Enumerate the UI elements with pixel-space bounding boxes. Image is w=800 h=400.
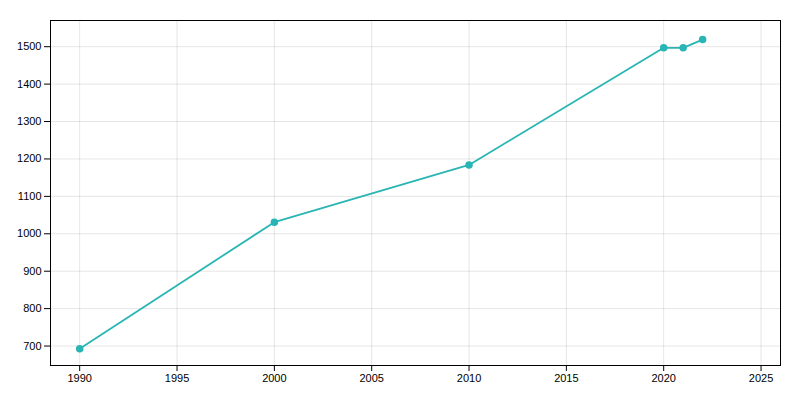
svg-text:2020: 2020 <box>651 372 675 384</box>
svg-text:1200: 1200 <box>17 152 41 164</box>
svg-text:800: 800 <box>23 302 41 314</box>
svg-text:1500: 1500 <box>17 40 41 52</box>
svg-text:1300: 1300 <box>17 115 41 127</box>
svg-text:700: 700 <box>23 340 41 352</box>
svg-text:1400: 1400 <box>17 78 41 90</box>
svg-text:2005: 2005 <box>359 372 383 384</box>
svg-text:2025: 2025 <box>749 372 773 384</box>
svg-text:1000: 1000 <box>17 227 41 239</box>
svg-text:1100: 1100 <box>18 190 42 202</box>
svg-text:2010: 2010 <box>457 372 481 384</box>
svg-text:2015: 2015 <box>554 372 578 384</box>
svg-text:2000: 2000 <box>262 372 286 384</box>
svg-text:1990: 1990 <box>67 372 91 384</box>
svg-text:900: 900 <box>23 265 41 277</box>
svg-text:1995: 1995 <box>165 372 189 384</box>
